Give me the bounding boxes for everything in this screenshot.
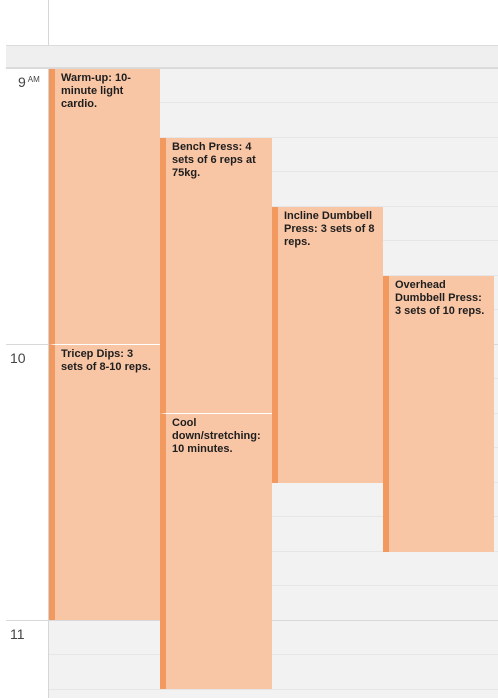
quarter-line (49, 585, 498, 586)
event-title: Warm-up: 10-minute light cardio. (61, 72, 131, 110)
time-label-ampm: AM (27, 75, 40, 84)
quarter-line (49, 654, 498, 655)
event-tricep-dips[interactable]: Tricep Dips: 3 sets of 8-10 reps. (49, 344, 160, 620)
quarter-line (49, 689, 498, 690)
event-title: Tricep Dips: 3 sets of 8-10 reps. (61, 348, 151, 373)
time-label-11: 11 (10, 626, 25, 642)
time-label-9am: 9 AM (18, 74, 40, 90)
quarter-line (49, 137, 498, 138)
hour-line-11 (49, 620, 498, 621)
gutter-divider (48, 0, 49, 698)
event-bench-press[interactable]: Bench Press: 4 sets of 6 reps at 75kg. (160, 138, 272, 414)
event-cool-down[interactable]: Cool down/stretching: 10 minutes. (160, 413, 272, 689)
all-day-row[interactable] (6, 45, 498, 68)
gutter-hour-line-9 (6, 68, 49, 69)
time-label-hour: 9 (18, 74, 26, 90)
time-gutter (0, 0, 49, 698)
gutter-hour-line-11 (6, 620, 49, 621)
event-title: Incline Dumbbell Press: 3 sets of 8 reps… (284, 210, 375, 248)
hour-line-9 (49, 68, 498, 69)
event-title: Overhead Dumbbell Press: 3 sets of 10 re… (395, 279, 485, 317)
quarter-line (49, 171, 498, 172)
event-title: Cool down/stretching: 10 minutes. (172, 417, 261, 455)
time-label-hour: 11 (10, 626, 25, 642)
event-overhead-dumbbell-press[interactable]: Overhead Dumbbell Press: 3 sets of 10 re… (383, 276, 494, 552)
event-incline-dumbbell-press[interactable]: Incline Dumbbell Press: 3 sets of 8 reps… (272, 207, 383, 483)
time-label-10: 10 (10, 350, 26, 366)
quarter-line (49, 551, 498, 552)
time-label-hour: 10 (10, 350, 26, 366)
day-header (49, 0, 498, 45)
event-title: Bench Press: 4 sets of 6 reps at 75kg. (172, 141, 256, 179)
quarter-line (49, 516, 498, 517)
gutter-hour-line-10 (6, 344, 49, 345)
half-hour-line (49, 206, 498, 207)
quarter-line (49, 102, 498, 103)
event-warmup[interactable]: Warm-up: 10-minute light cardio. (49, 69, 160, 345)
